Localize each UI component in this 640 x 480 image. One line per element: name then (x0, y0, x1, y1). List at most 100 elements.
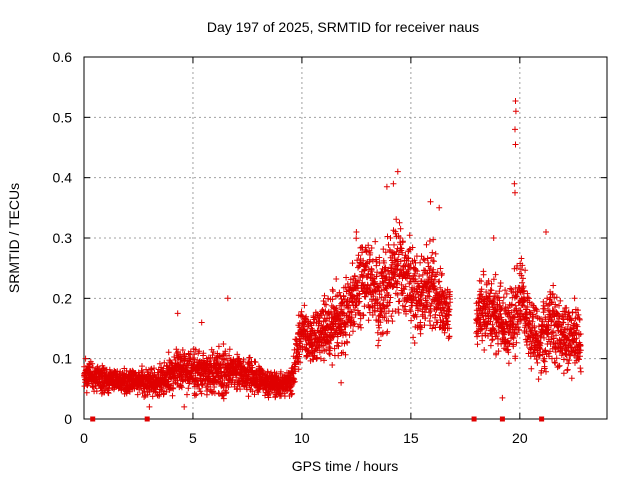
data-series-srmtid (81, 98, 584, 410)
data-point (335, 352, 342, 359)
data-point (291, 378, 298, 385)
data-point (480, 271, 487, 278)
data-point (193, 391, 200, 398)
data-point (446, 333, 453, 340)
data-point (288, 391, 295, 398)
y-tick-label: 0.3 (53, 230, 73, 246)
data-point (249, 388, 256, 395)
data-gap-marker (471, 416, 477, 422)
data-point (218, 355, 225, 362)
data-point (160, 365, 167, 372)
data-point (474, 341, 481, 348)
data-point (518, 266, 524, 273)
data-point (93, 388, 100, 395)
data-point (209, 352, 216, 359)
data-point (393, 216, 400, 223)
data-point (353, 229, 360, 235)
data-point (126, 388, 133, 395)
data-point (351, 320, 358, 327)
data-point (192, 346, 199, 353)
data-point (387, 235, 394, 241)
data-point (368, 266, 375, 273)
y-tick-label: 0 (64, 411, 72, 427)
data-point (550, 282, 557, 289)
data-point (200, 350, 207, 357)
data-point (512, 108, 519, 115)
data-point (436, 204, 443, 211)
data-point (534, 359, 541, 366)
data-point (568, 375, 575, 382)
data-point (226, 346, 233, 353)
data-point (321, 292, 328, 299)
data-point (505, 360, 512, 367)
data-point (335, 343, 342, 350)
data-point (351, 272, 358, 279)
data-point (163, 388, 170, 395)
data-point (389, 318, 396, 325)
data-point (360, 272, 367, 279)
data-gap-marker (90, 416, 96, 422)
axis-ticks (83, 56, 607, 420)
data-point (149, 393, 156, 400)
data-point (541, 358, 548, 365)
y-axis-title: SRMTID / TECUs (6, 183, 22, 293)
data-point (481, 347, 488, 353)
data-point (314, 354, 321, 361)
data-point (326, 351, 333, 358)
data-point (356, 298, 363, 305)
data-point (321, 357, 327, 364)
data-point (338, 379, 345, 386)
data-point (146, 403, 153, 410)
data-point (169, 392, 176, 399)
x-axis-title: GPS time / hours (292, 458, 399, 474)
data-point (439, 270, 445, 277)
data-point (215, 343, 222, 350)
data-point (406, 232, 413, 239)
data-point (349, 260, 356, 267)
data-point (214, 379, 221, 386)
tick-labels: 0 5 10 15 20 0 0.1 0.2 0.3 0.4 0.5 0.6 (53, 49, 528, 446)
data-point (385, 241, 392, 248)
data-point (344, 280, 351, 287)
data-point (560, 370, 567, 377)
data-point (522, 267, 529, 274)
data-point (577, 365, 584, 372)
data-point (330, 288, 336, 295)
data-point (556, 302, 562, 309)
data-point (198, 319, 205, 326)
data-point (323, 301, 330, 308)
data-point (518, 255, 525, 262)
data-point (191, 351, 198, 358)
data-point (489, 336, 496, 343)
grid-lines (84, 57, 607, 419)
data-point (156, 360, 163, 367)
data-point (344, 339, 351, 346)
y-tick-label: 0.6 (53, 49, 73, 65)
data-point (396, 298, 403, 305)
data-point (333, 276, 340, 282)
data-point (365, 317, 372, 324)
data-point (512, 98, 519, 104)
data-point (394, 168, 401, 175)
data-point (82, 355, 89, 362)
data-point (528, 365, 535, 372)
data-point (390, 180, 397, 187)
data-point (296, 351, 303, 358)
data-point (295, 366, 302, 373)
data-point (329, 362, 336, 368)
data-point (223, 389, 230, 396)
data-point (316, 317, 323, 324)
data-point (178, 376, 185, 382)
data-point (564, 366, 571, 373)
data-point (323, 346, 330, 353)
data-point (360, 312, 367, 319)
data-point (196, 348, 203, 355)
data-point (198, 390, 205, 397)
data-point (245, 393, 252, 400)
data-point (234, 351, 241, 358)
data-point (298, 308, 305, 315)
data-point (487, 342, 494, 349)
data-point (565, 360, 572, 367)
data-point (437, 265, 444, 272)
data-point (320, 342, 327, 349)
